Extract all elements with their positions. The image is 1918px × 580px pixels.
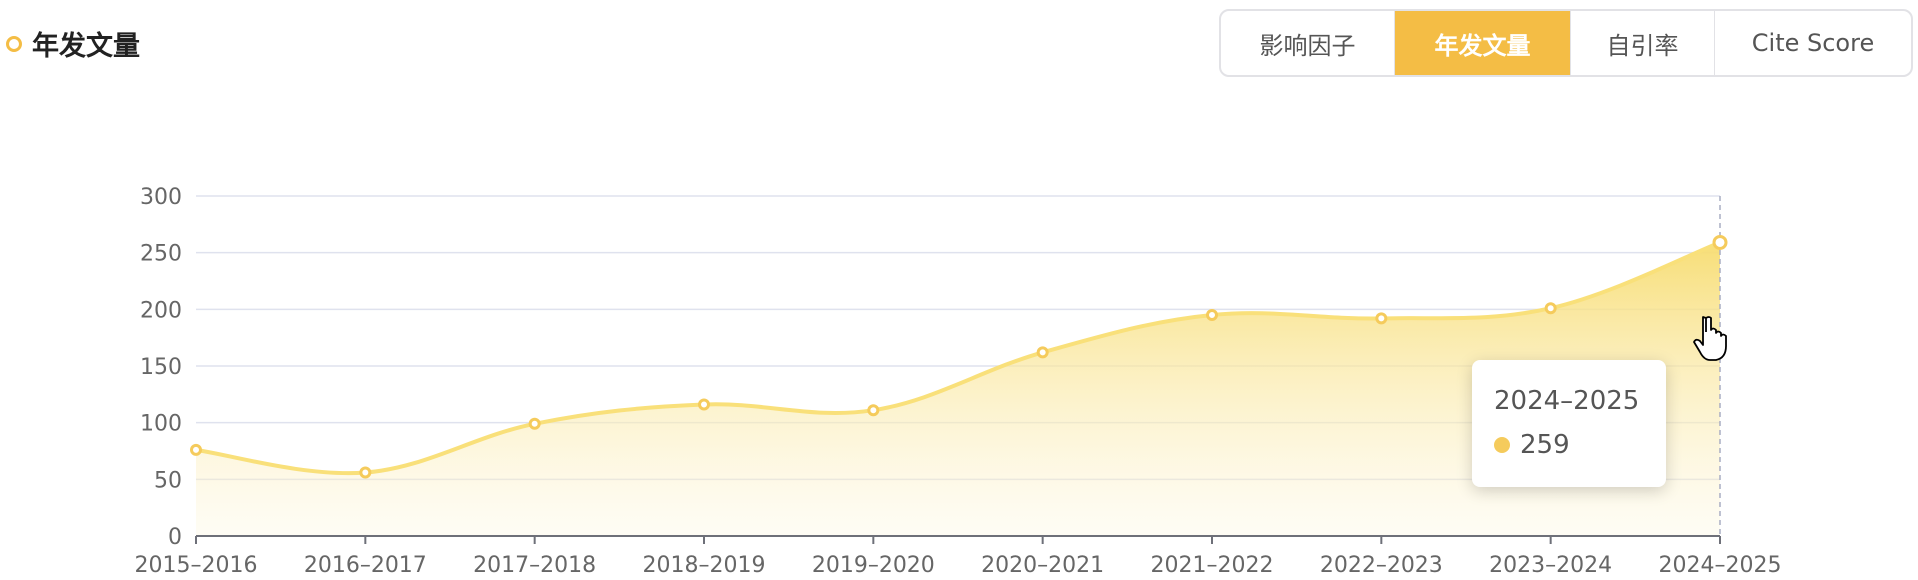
data-point (1206, 309, 1218, 321)
tab-impact-factor[interactable]: 影响因子 (1221, 11, 1395, 75)
data-point (867, 404, 880, 417)
tooltip: 2024–2025 259 (1472, 360, 1666, 487)
x-tick-label: 2019–2020 (812, 553, 935, 578)
x-tick-label: 2016–2017 (304, 553, 427, 578)
y-tick-label: 150 (140, 355, 182, 380)
data-point (528, 417, 541, 430)
x-tick-label: 2018–2019 (643, 553, 766, 578)
area-fill (196, 242, 1720, 536)
x-tick-label: 2017–2018 (473, 553, 596, 578)
y-tick-label: 0 (168, 525, 182, 550)
y-tick-label: 300 (140, 185, 182, 210)
data-point (698, 398, 710, 411)
tooltip-label: 2024–2025 (1494, 386, 1640, 416)
data-point (1544, 302, 1557, 315)
tab-cite-score[interactable]: Cite Score (1751, 29, 1875, 57)
series-line (195, 240, 1721, 476)
y-tick-label: 50 (154, 468, 182, 493)
metric-tabs: 影响因子 年发文量 自引率 Cite Score (1219, 9, 1913, 77)
data-point (1375, 312, 1388, 325)
data-point (190, 443, 202, 456)
y-tick-label: 250 (140, 242, 182, 267)
x-tick-label: 2023–2024 (1489, 553, 1612, 578)
tab-annual-publications[interactable]: 年发文量 (1395, 11, 1571, 75)
y-tick-label: 100 (140, 412, 182, 437)
y-tick-label: 200 (140, 298, 182, 323)
tab-self-citation-rate[interactable]: 自引率 (1571, 11, 1715, 75)
tooltip-value: 259 (1520, 430, 1570, 460)
data-point (359, 466, 372, 479)
data-point (1036, 346, 1049, 359)
x-tick-label: 2015–2016 (135, 553, 258, 578)
series-marker-icon (1494, 437, 1510, 453)
hand-cursor-icon (1693, 316, 1727, 361)
data-point (1712, 234, 1728, 250)
x-tick-label: 2024–2025 (1659, 553, 1782, 578)
x-tick-label: 2021–2022 (1151, 553, 1274, 578)
hand-cursor-shape (1693, 316, 1727, 361)
section-title-text: 年发文量 (32, 31, 140, 62)
circle-bullet-icon (6, 35, 22, 52)
x-tick-label: 2020–2021 (981, 553, 1104, 578)
x-tick-label: 2022–2023 (1320, 553, 1443, 578)
section-title: 年发文量 (6, 24, 140, 63)
